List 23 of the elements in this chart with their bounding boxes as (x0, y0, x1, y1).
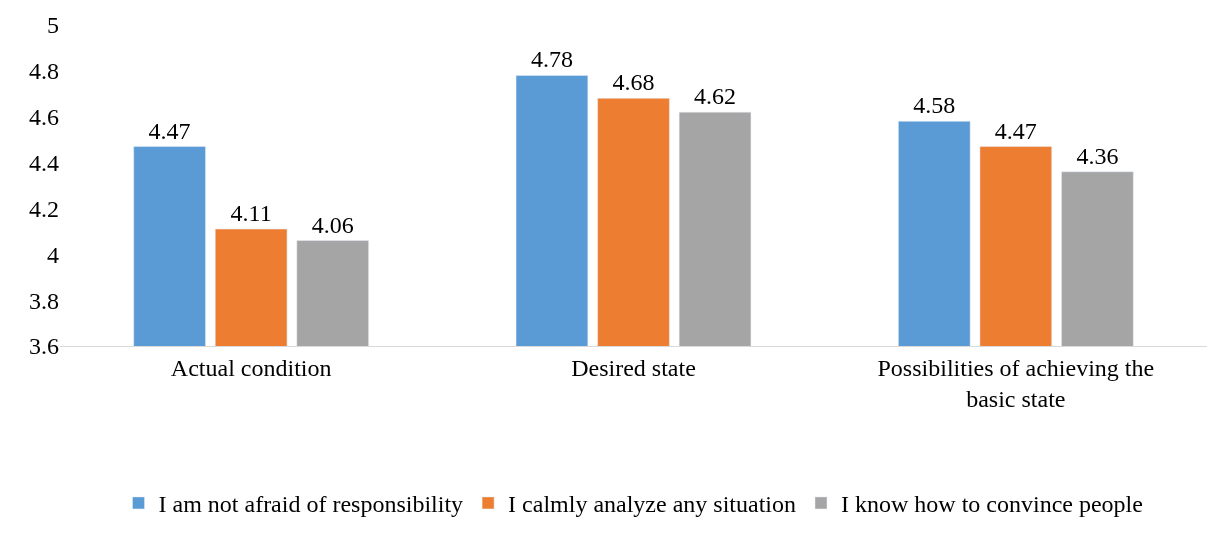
y-tick-label: 5 (47, 12, 59, 39)
data-label: 4.06 (311, 211, 354, 238)
y-tick-label: 4.6 (29, 104, 59, 131)
data-label: 4.68 (612, 69, 655, 96)
data-label: 4.47 (994, 117, 1037, 144)
legend-label: I calmly analyze any situation (508, 491, 796, 518)
x-tick-label: Actual condition (170, 354, 332, 381)
data-label: 4.47 (148, 117, 191, 144)
y-tick-label: 4.2 (29, 195, 59, 222)
y-tick-label: 4.4 (29, 149, 59, 176)
data-label: 4.58 (913, 92, 956, 119)
data-label: 4.62 (694, 83, 737, 110)
x-tick-label: Desired state (571, 354, 696, 381)
y-tick-label: 3.8 (29, 287, 59, 314)
data-label: 4.36 (1076, 142, 1119, 169)
legend-label: I am not afraid of responsibility (158, 491, 464, 518)
y-tick-label: 4.8 (29, 58, 59, 85)
data-label: 4.78 (530, 46, 573, 73)
data-label: 4.11 (230, 200, 272, 227)
legend-label: I know how to convince people (841, 491, 1143, 518)
y-tick-label: 3.6 (29, 333, 59, 360)
x-tick-label: Possibilities of achieving the basic state (877, 354, 1155, 412)
y-tick-label: 4 (47, 241, 59, 268)
